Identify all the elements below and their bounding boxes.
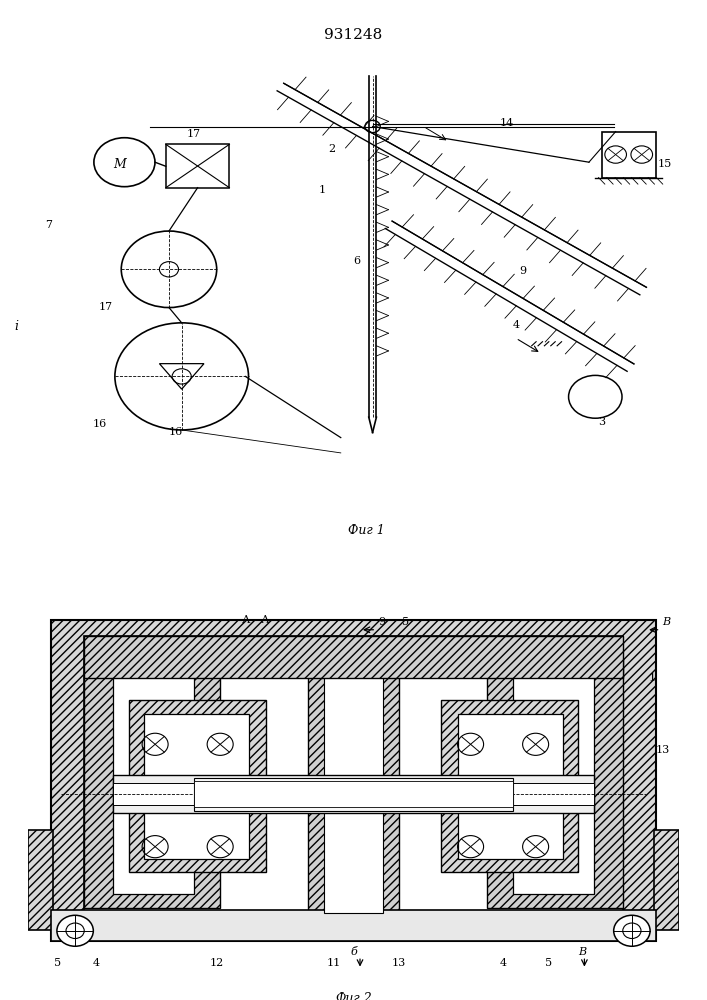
Bar [144,714,250,859]
Text: 8: 8 [532,642,539,652]
Text: 10: 10 [236,637,250,647]
Text: Фиг.2: Фиг.2 [335,992,372,1000]
Text: В: В [578,947,586,957]
Text: 9: 9 [519,266,526,276]
Text: 4: 4 [513,320,520,330]
Text: 12: 12 [210,958,224,968]
Bar [457,714,563,859]
Text: 1: 1 [319,185,326,195]
Bar [83,659,220,908]
Bar [83,636,624,924]
Text: 17: 17 [187,129,201,139]
Text: 7: 7 [45,221,52,231]
Circle shape [57,915,93,946]
Bar [51,620,656,941]
Text: 8: 8 [100,642,107,652]
Text: М: М [113,158,126,171]
Text: 7: 7 [435,637,442,647]
Bar [113,675,194,894]
Text: 6: 6 [584,642,591,652]
Text: 4: 4 [93,958,100,968]
Text: 5: 5 [54,958,61,968]
Text: 6: 6 [354,256,361,266]
Bar [129,700,266,872]
Text: б: б [350,947,357,957]
Bar [194,778,513,811]
Text: Фиг 1: Фиг 1 [348,524,385,538]
Circle shape [614,915,650,946]
Text: 16: 16 [93,419,107,429]
Text: 14: 14 [500,118,514,128]
Text: 17: 17 [99,302,113,312]
Bar [194,781,513,807]
Text: 9: 9 [378,617,385,627]
Text: 11: 11 [327,958,341,968]
Bar [487,659,624,908]
Bar [83,636,624,678]
Text: 10: 10 [480,637,494,647]
Bar [325,647,382,913]
Text: 15: 15 [658,159,672,169]
Bar [113,783,594,805]
Bar [28,830,53,930]
Text: 4: 4 [500,958,507,968]
Text: 13: 13 [656,745,670,755]
Bar [113,775,594,813]
Text: 1: 1 [649,673,656,683]
Text: i: i [14,320,18,333]
Bar [441,700,578,872]
Text: А - А: А - А [243,615,269,625]
Text: 3: 3 [599,417,606,427]
Text: 6: 6 [161,642,168,652]
Text: 13: 13 [392,958,406,968]
Bar [654,830,679,930]
Text: 5: 5 [402,617,409,627]
Bar [513,675,594,894]
Bar [165,144,230,188]
Bar [51,910,656,941]
Text: 2: 2 [328,144,335,154]
Text: 931248: 931248 [325,28,382,42]
Text: В: В [662,617,670,627]
Bar [308,636,399,924]
Bar [602,132,656,178]
Text: 16: 16 [169,427,183,437]
Text: 5: 5 [545,958,552,968]
